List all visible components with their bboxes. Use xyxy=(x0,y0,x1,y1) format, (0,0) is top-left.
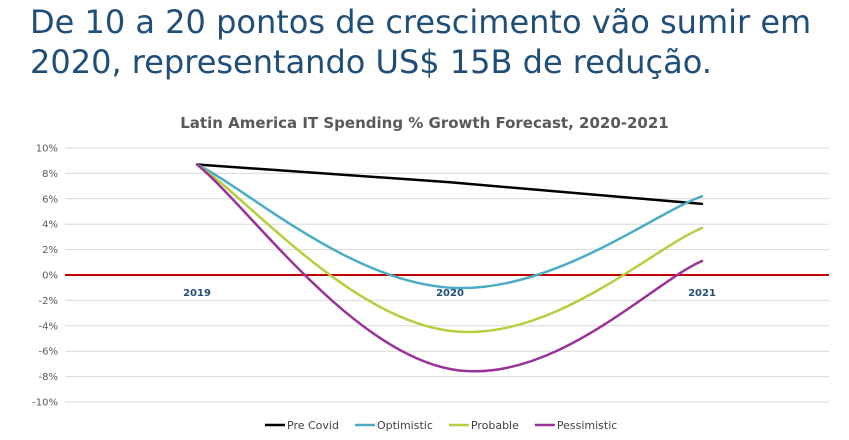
series-line-pre-covid xyxy=(195,163,704,206)
legend-label: Optimistic xyxy=(377,419,433,432)
series-line-pessimistic xyxy=(195,163,704,373)
headline: De 10 a 20 pontos de crescimento vão sum… xyxy=(30,3,812,81)
y-tick-label: 6% xyxy=(42,194,58,205)
y-tick-label: -6% xyxy=(39,347,58,358)
y-tick-label: 8% xyxy=(42,169,58,180)
legend-label: Pessimistic xyxy=(557,419,617,432)
y-tick-label: -10% xyxy=(32,398,58,409)
series-line-probable xyxy=(195,163,704,334)
y-tick-label: -8% xyxy=(39,372,58,383)
y-tick-label: 2% xyxy=(42,245,58,256)
y-tick-label: 0% xyxy=(42,271,58,282)
chart-title: Latin America IT Spending % Growth Forec… xyxy=(180,114,669,132)
legend-label: Probable xyxy=(471,419,519,432)
x-category-label: 2021 xyxy=(688,288,716,299)
x-category-label: 2019 xyxy=(183,288,211,299)
y-tick-label: -4% xyxy=(39,321,58,332)
x-category-label: 2020 xyxy=(436,288,464,299)
series-line-optimistic xyxy=(195,163,704,290)
y-tick-label: 10% xyxy=(36,144,58,155)
y-tick-label: 4% xyxy=(42,220,58,231)
y-tick-label: -2% xyxy=(39,296,58,307)
legend-label: Pre Covid xyxy=(287,419,339,432)
